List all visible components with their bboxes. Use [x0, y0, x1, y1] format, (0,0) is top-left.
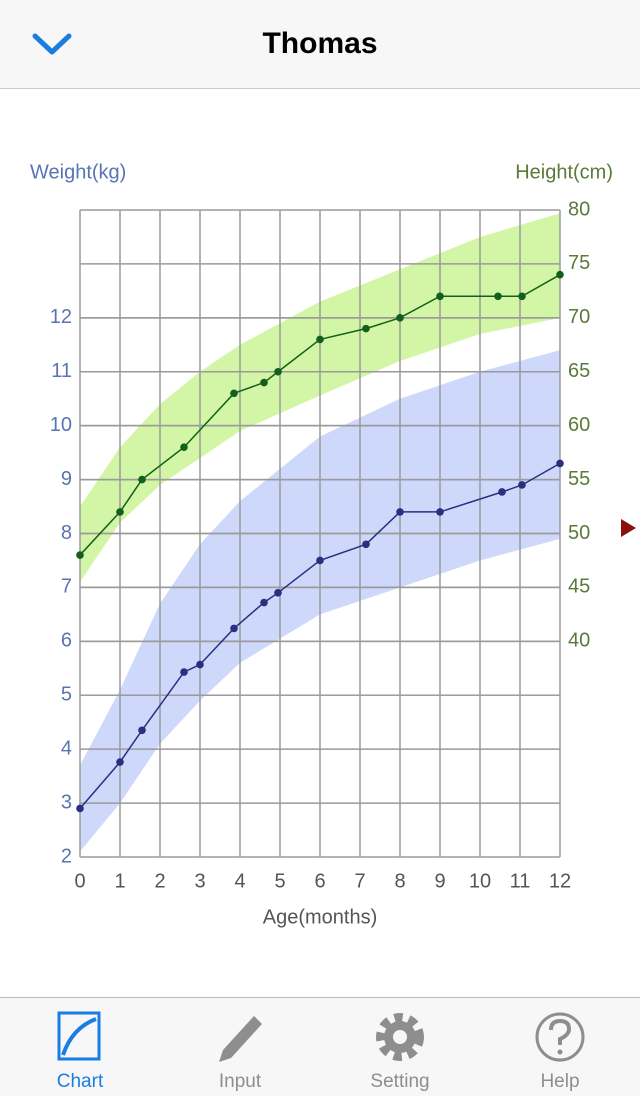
tab-help[interactable]: Help [535, 1012, 585, 1092]
x-tick-label: 0 [74, 870, 85, 892]
scroll-indicator[interactable] [621, 519, 636, 537]
x-tick-label: 10 [469, 870, 491, 892]
y2-tick-label: 50 [568, 522, 590, 544]
y2-tick-label: 45 [568, 576, 590, 598]
data-point [260, 598, 268, 607]
y-tick-label: 7 [61, 576, 72, 598]
data-point [396, 314, 404, 322]
gear-teeth [376, 1013, 424, 1061]
data-point [518, 481, 526, 489]
data-point [556, 459, 564, 468]
header-title: Thomas [262, 27, 377, 60]
y2-tick-label: 70 [568, 306, 590, 328]
y2-tick-label: 60 [568, 414, 590, 436]
data-point [260, 378, 268, 387]
data-point [180, 668, 188, 676]
tab-label: Setting [370, 1071, 429, 1092]
data-line [79, 274, 561, 556]
y2-tick-label: 55 [568, 468, 590, 490]
data-point [180, 443, 188, 452]
y-tick-label: 6 [61, 630, 72, 652]
x-tick-label: 2 [154, 870, 165, 892]
x-tick-label: 3 [194, 870, 205, 892]
data-point [230, 389, 238, 398]
data-point [274, 367, 282, 376]
data-point [76, 804, 84, 813]
y-tick-label: 11 [51, 360, 72, 382]
data-point [138, 475, 146, 484]
data-point [362, 324, 370, 333]
y2-tick-label: 75 [568, 252, 590, 274]
tab-input[interactable]: Input [219, 1016, 262, 1092]
tab-label: Input [219, 1071, 262, 1092]
data-point [116, 508, 124, 516]
help-icon-dot [557, 1049, 563, 1055]
data-point [436, 508, 444, 516]
y-tick-label: 2 [61, 845, 72, 867]
x-tick-label: 11 [510, 870, 531, 892]
x-tick-label: 1 [114, 870, 125, 892]
data-point [494, 292, 502, 301]
y-tick-label: 9 [61, 468, 72, 490]
chart-icon-curve [61, 1017, 97, 1056]
y-tick-label: 4 [61, 737, 72, 759]
y-tick-label: 5 [61, 684, 72, 706]
tab-setting[interactable]: Setting [370, 1013, 430, 1092]
x-tick-label: 7 [354, 870, 365, 892]
x-axis-title: Age(months) [263, 906, 378, 928]
y2-axis-title: Height(cm) [515, 161, 613, 183]
data-point [498, 488, 506, 496]
data-point [76, 551, 84, 559]
x-tick-label: 12 [549, 870, 571, 892]
chart-icon [57, 1011, 101, 1061]
data-point [518, 292, 526, 301]
y-tick-label: 12 [50, 306, 72, 328]
data-point [138, 726, 146, 735]
data-point [316, 335, 324, 344]
help-icon-mark [549, 1018, 572, 1045]
data-point [436, 292, 444, 301]
tab-label: Chart [57, 1071, 104, 1092]
x-tick-label: 8 [394, 870, 405, 892]
data-point [116, 758, 124, 766]
x-tick-label: 6 [314, 870, 325, 892]
x-tick-label: 5 [274, 870, 285, 892]
x-tick-label: 9 [434, 870, 445, 892]
y-tick-label: 8 [61, 522, 72, 544]
data-point [316, 556, 324, 565]
data-point [556, 270, 564, 279]
data-point [274, 589, 282, 597]
gear-hole [393, 1030, 407, 1044]
collapse-button[interactable] [32, 33, 72, 55]
tab-chart[interactable]: Chart [57, 1011, 104, 1092]
data-point [230, 624, 238, 633]
y2-tick-label: 65 [568, 360, 590, 382]
y-tick-label: 10 [50, 414, 72, 436]
data-point [196, 660, 204, 669]
x-tick-label: 4 [234, 870, 245, 892]
header-bar [0, 0, 640, 88]
y2-tick-label: 40 [568, 630, 590, 652]
y-axis-title: Weight(kg) [30, 161, 126, 183]
y2-tick-label: 80 [568, 198, 590, 220]
tab-label: Help [540, 1071, 579, 1092]
data-point [362, 540, 370, 549]
y-tick-label: 3 [61, 791, 72, 813]
help-icon [535, 1012, 585, 1062]
tab-bar [0, 997, 640, 1096]
pencil-icon [219, 1016, 262, 1062]
data-point [396, 508, 404, 516]
